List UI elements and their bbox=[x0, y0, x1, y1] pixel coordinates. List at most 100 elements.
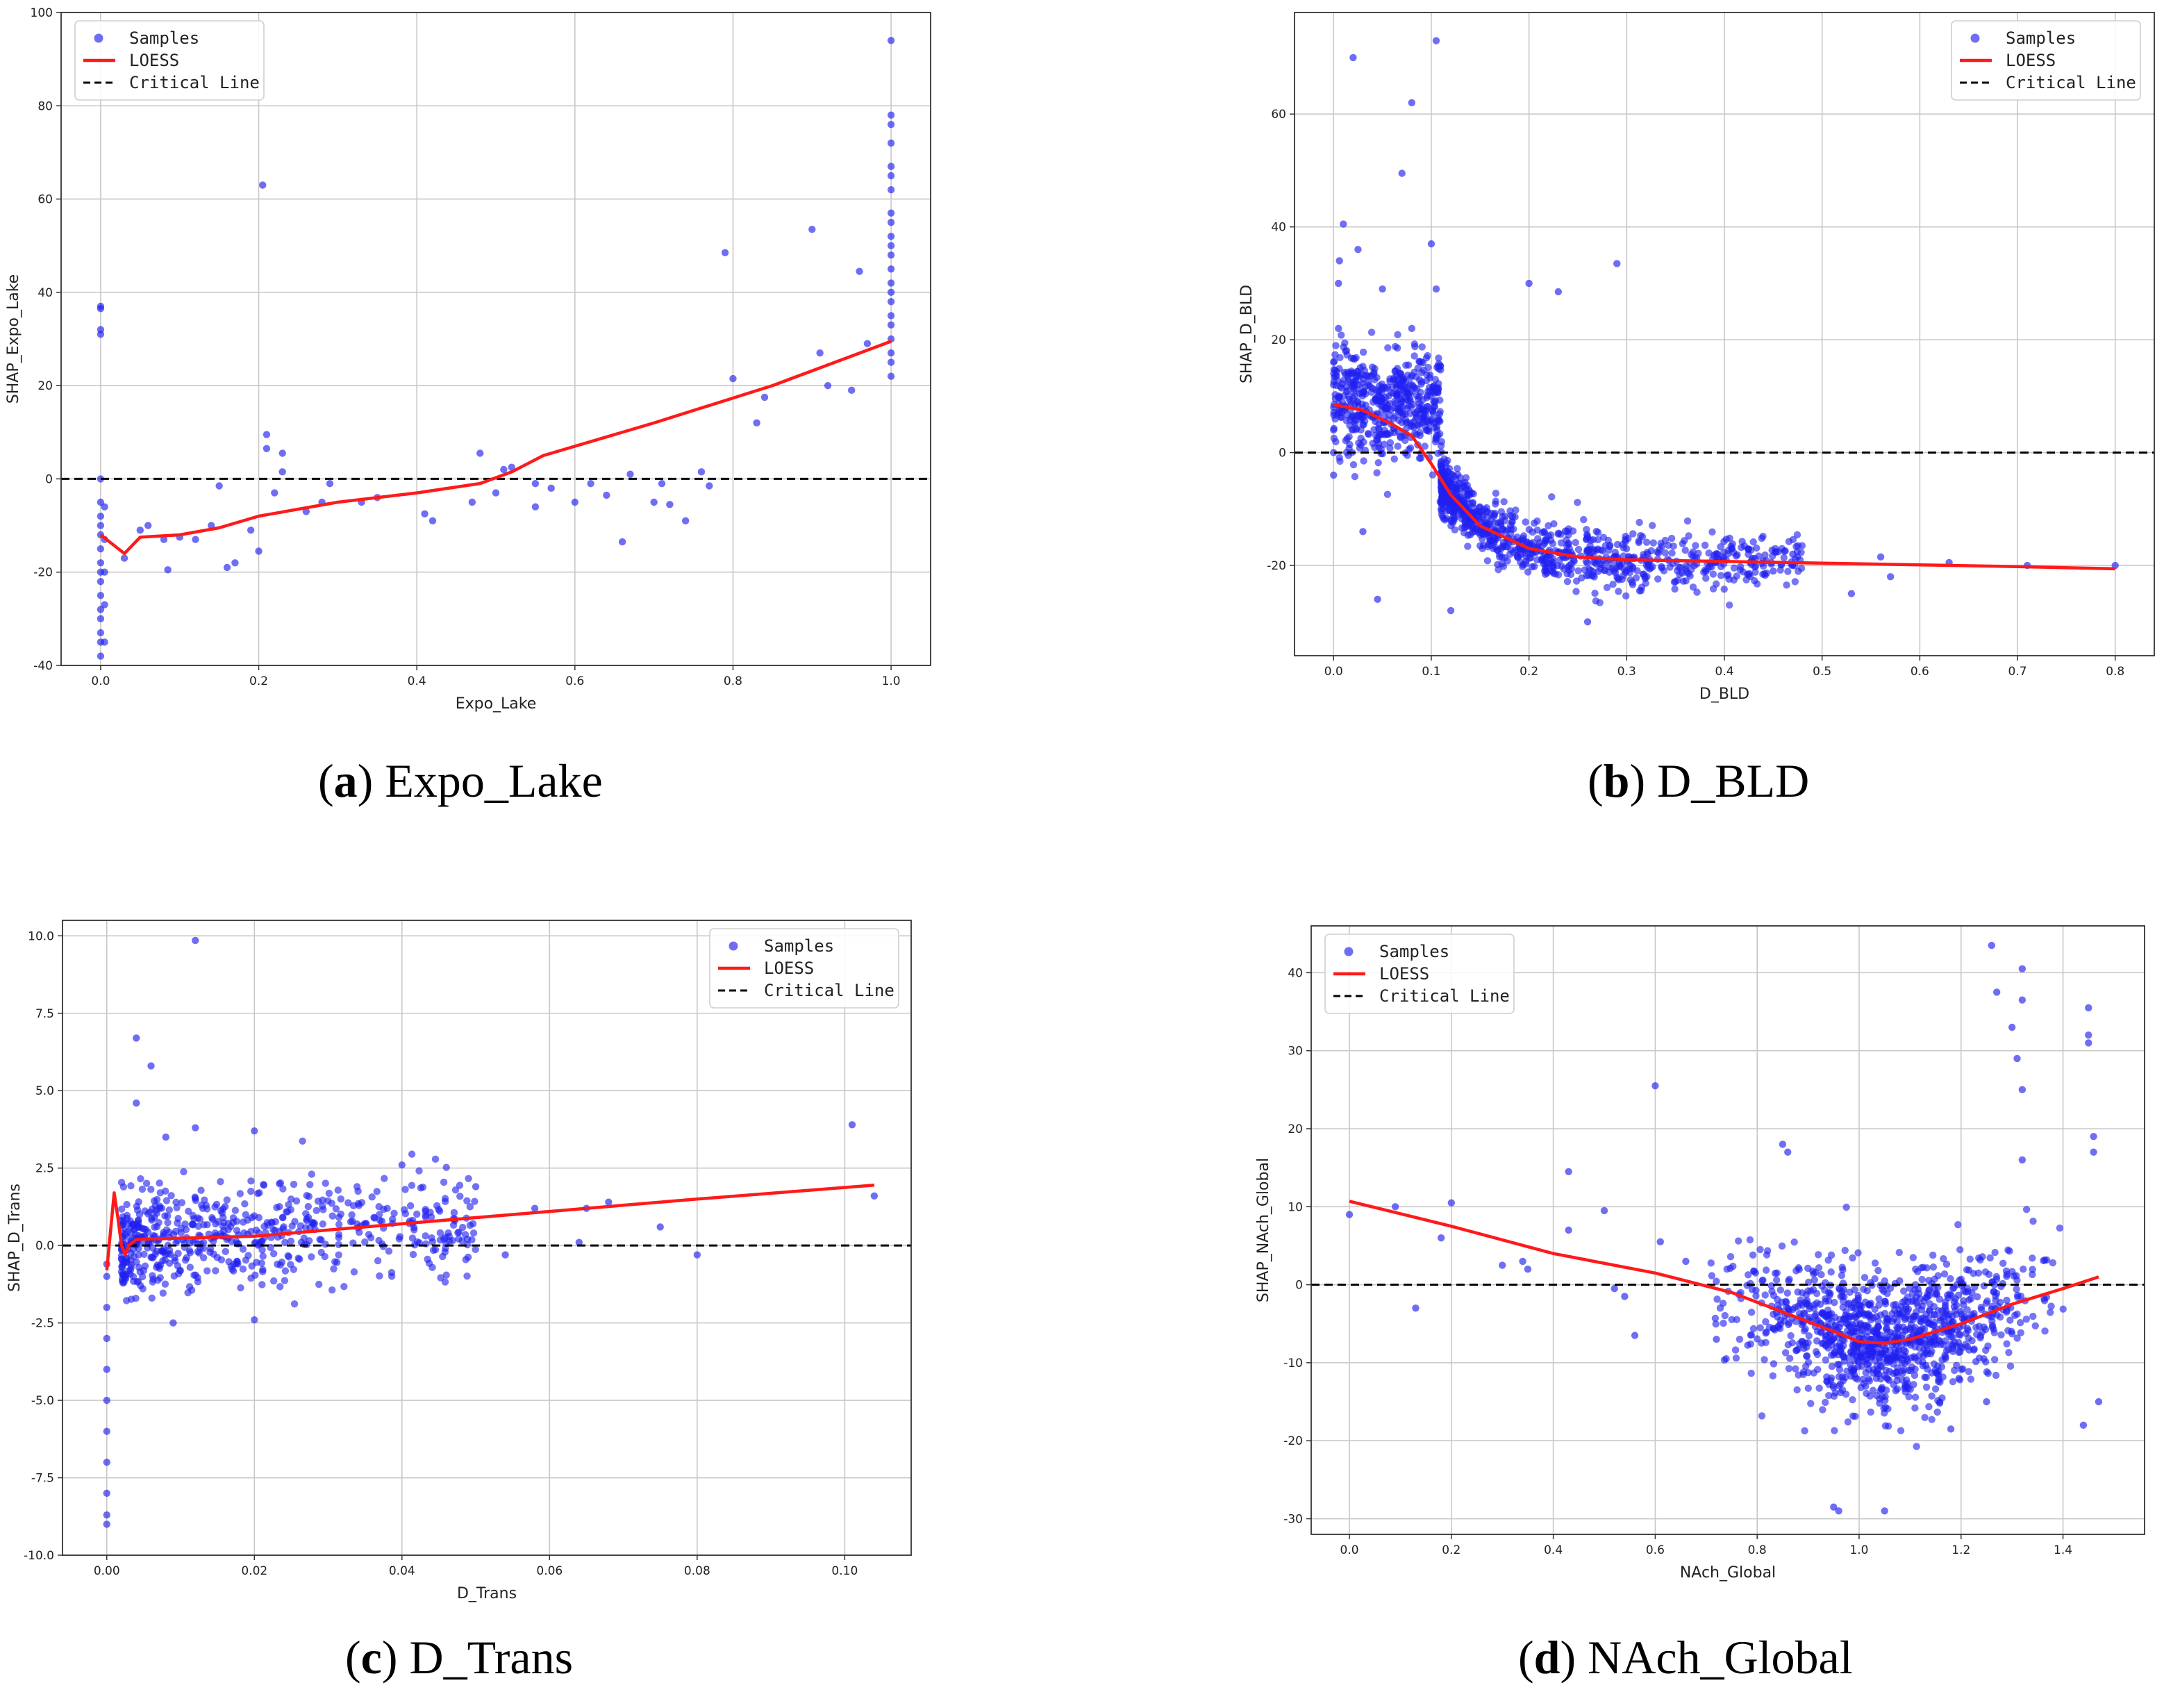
sample-point bbox=[1747, 546, 1755, 554]
sample-point bbox=[1815, 1251, 1822, 1259]
sample-point bbox=[1501, 527, 1510, 535]
sample-point bbox=[1957, 1307, 1965, 1316]
sample-point bbox=[1941, 1298, 1949, 1306]
sample-point bbox=[1626, 562, 1634, 570]
caption-b: (b) D_BLD bbox=[1588, 754, 1810, 807]
sample-point bbox=[1784, 1341, 1792, 1349]
sample-point bbox=[1549, 570, 1558, 577]
sample-point bbox=[1850, 1304, 1858, 1311]
sample-point bbox=[1500, 498, 1508, 506]
sample-point bbox=[103, 1427, 110, 1435]
sample-point bbox=[1336, 457, 1344, 465]
y-tick-label: 20 bbox=[38, 379, 53, 393]
sample-point bbox=[1542, 570, 1549, 579]
sample-point bbox=[103, 1459, 110, 1466]
sample-point bbox=[1720, 586, 1728, 593]
sample-point bbox=[1940, 1270, 1949, 1278]
sample-point bbox=[279, 1185, 287, 1193]
sample-point bbox=[1610, 1285, 1618, 1293]
sample-point bbox=[1620, 552, 1628, 560]
sample-point bbox=[1591, 589, 1599, 597]
sample-point bbox=[171, 1257, 179, 1265]
sample-point bbox=[1344, 368, 1351, 376]
sample-point bbox=[378, 1217, 386, 1225]
sample-point bbox=[1713, 1277, 1720, 1285]
sample-point bbox=[1335, 324, 1342, 333]
sample-point bbox=[1682, 562, 1690, 570]
sample-point bbox=[1753, 1335, 1761, 1343]
chart-a-svg: 0.0 0.2 0.4 0.6 0.8 1.0 -40 -20 0 20 40 60 80 100 Expo… bbox=[5, 6, 931, 713]
sample-point bbox=[119, 1183, 128, 1191]
sample-point bbox=[322, 1179, 329, 1187]
sample-point bbox=[147, 1253, 155, 1261]
sample-point bbox=[1682, 1257, 1690, 1266]
sample-point bbox=[415, 1167, 423, 1175]
y-tick-label: 0 bbox=[1295, 1279, 1303, 1293]
sample-point bbox=[1829, 1382, 1838, 1390]
sample-point bbox=[1406, 390, 1414, 397]
sample-point bbox=[1756, 1324, 1764, 1332]
sample-point bbox=[1762, 1318, 1770, 1326]
loess-line bbox=[99, 340, 892, 556]
sample-point bbox=[1408, 381, 1416, 389]
sample-point bbox=[492, 489, 500, 497]
sample-point bbox=[656, 1223, 664, 1231]
sample-point bbox=[1895, 1248, 1903, 1257]
sample-point bbox=[1861, 1274, 1869, 1282]
sample-point bbox=[239, 1265, 247, 1273]
sample-point bbox=[174, 1250, 182, 1257]
sample-point bbox=[1713, 1336, 1720, 1343]
sample-point bbox=[1851, 1313, 1859, 1321]
y-axis-label: SHAP_D_Trans bbox=[6, 1184, 24, 1292]
sample-point bbox=[164, 566, 172, 574]
sample-point bbox=[1863, 1333, 1871, 1341]
sample-point bbox=[1896, 1310, 1904, 1318]
sample-point bbox=[1682, 577, 1690, 585]
sample-point bbox=[1493, 546, 1501, 554]
sample-point bbox=[1354, 385, 1362, 393]
sample-point bbox=[456, 1181, 464, 1189]
sample-point bbox=[436, 1229, 444, 1237]
sample-point bbox=[1804, 1384, 1813, 1392]
sample-point bbox=[1924, 1365, 1931, 1373]
sample-point bbox=[1732, 1354, 1740, 1362]
sample-point bbox=[1670, 578, 1679, 586]
sample-point bbox=[1333, 367, 1341, 375]
sample-point bbox=[1349, 53, 1357, 62]
sample-point bbox=[887, 185, 895, 194]
sample-point bbox=[1654, 575, 1662, 583]
sample-point bbox=[1930, 1360, 1938, 1368]
sample-point bbox=[1332, 342, 1340, 349]
sample-point bbox=[1953, 1281, 1961, 1288]
y-tick-label: 40 bbox=[1288, 966, 1303, 980]
sample-point bbox=[1830, 1503, 1838, 1511]
sample-point bbox=[1900, 1346, 1908, 1354]
sample-point bbox=[1432, 436, 1440, 443]
sample-point bbox=[1615, 576, 1623, 583]
sample-point bbox=[1713, 580, 1720, 588]
sample-point bbox=[1781, 1349, 1790, 1357]
sample-point bbox=[284, 1252, 292, 1260]
sample-point bbox=[97, 302, 105, 310]
sample-point bbox=[1420, 366, 1427, 374]
sample-point bbox=[1921, 1413, 1929, 1422]
sample-point bbox=[1955, 1348, 1963, 1357]
sample-point bbox=[1330, 471, 1338, 479]
x-tick-label: 0.7 bbox=[2008, 665, 2027, 679]
sample-point bbox=[1779, 1141, 1787, 1148]
sample-point bbox=[1708, 528, 1716, 536]
sample-point bbox=[1645, 561, 1653, 569]
sample-point bbox=[1620, 544, 1627, 552]
sample-point bbox=[206, 1248, 214, 1257]
sample-point bbox=[508, 463, 515, 471]
sample-point bbox=[1883, 1324, 1891, 1332]
sample-point bbox=[1874, 1366, 1882, 1373]
sample-point bbox=[1787, 1332, 1795, 1340]
sample-point bbox=[2095, 1398, 2103, 1406]
sample-point bbox=[194, 1247, 202, 1256]
sample-point bbox=[1865, 1301, 1872, 1309]
sample-point bbox=[1929, 1251, 1937, 1259]
sample-point bbox=[531, 479, 540, 488]
sample-point bbox=[887, 233, 895, 240]
sample-point bbox=[1429, 406, 1436, 414]
